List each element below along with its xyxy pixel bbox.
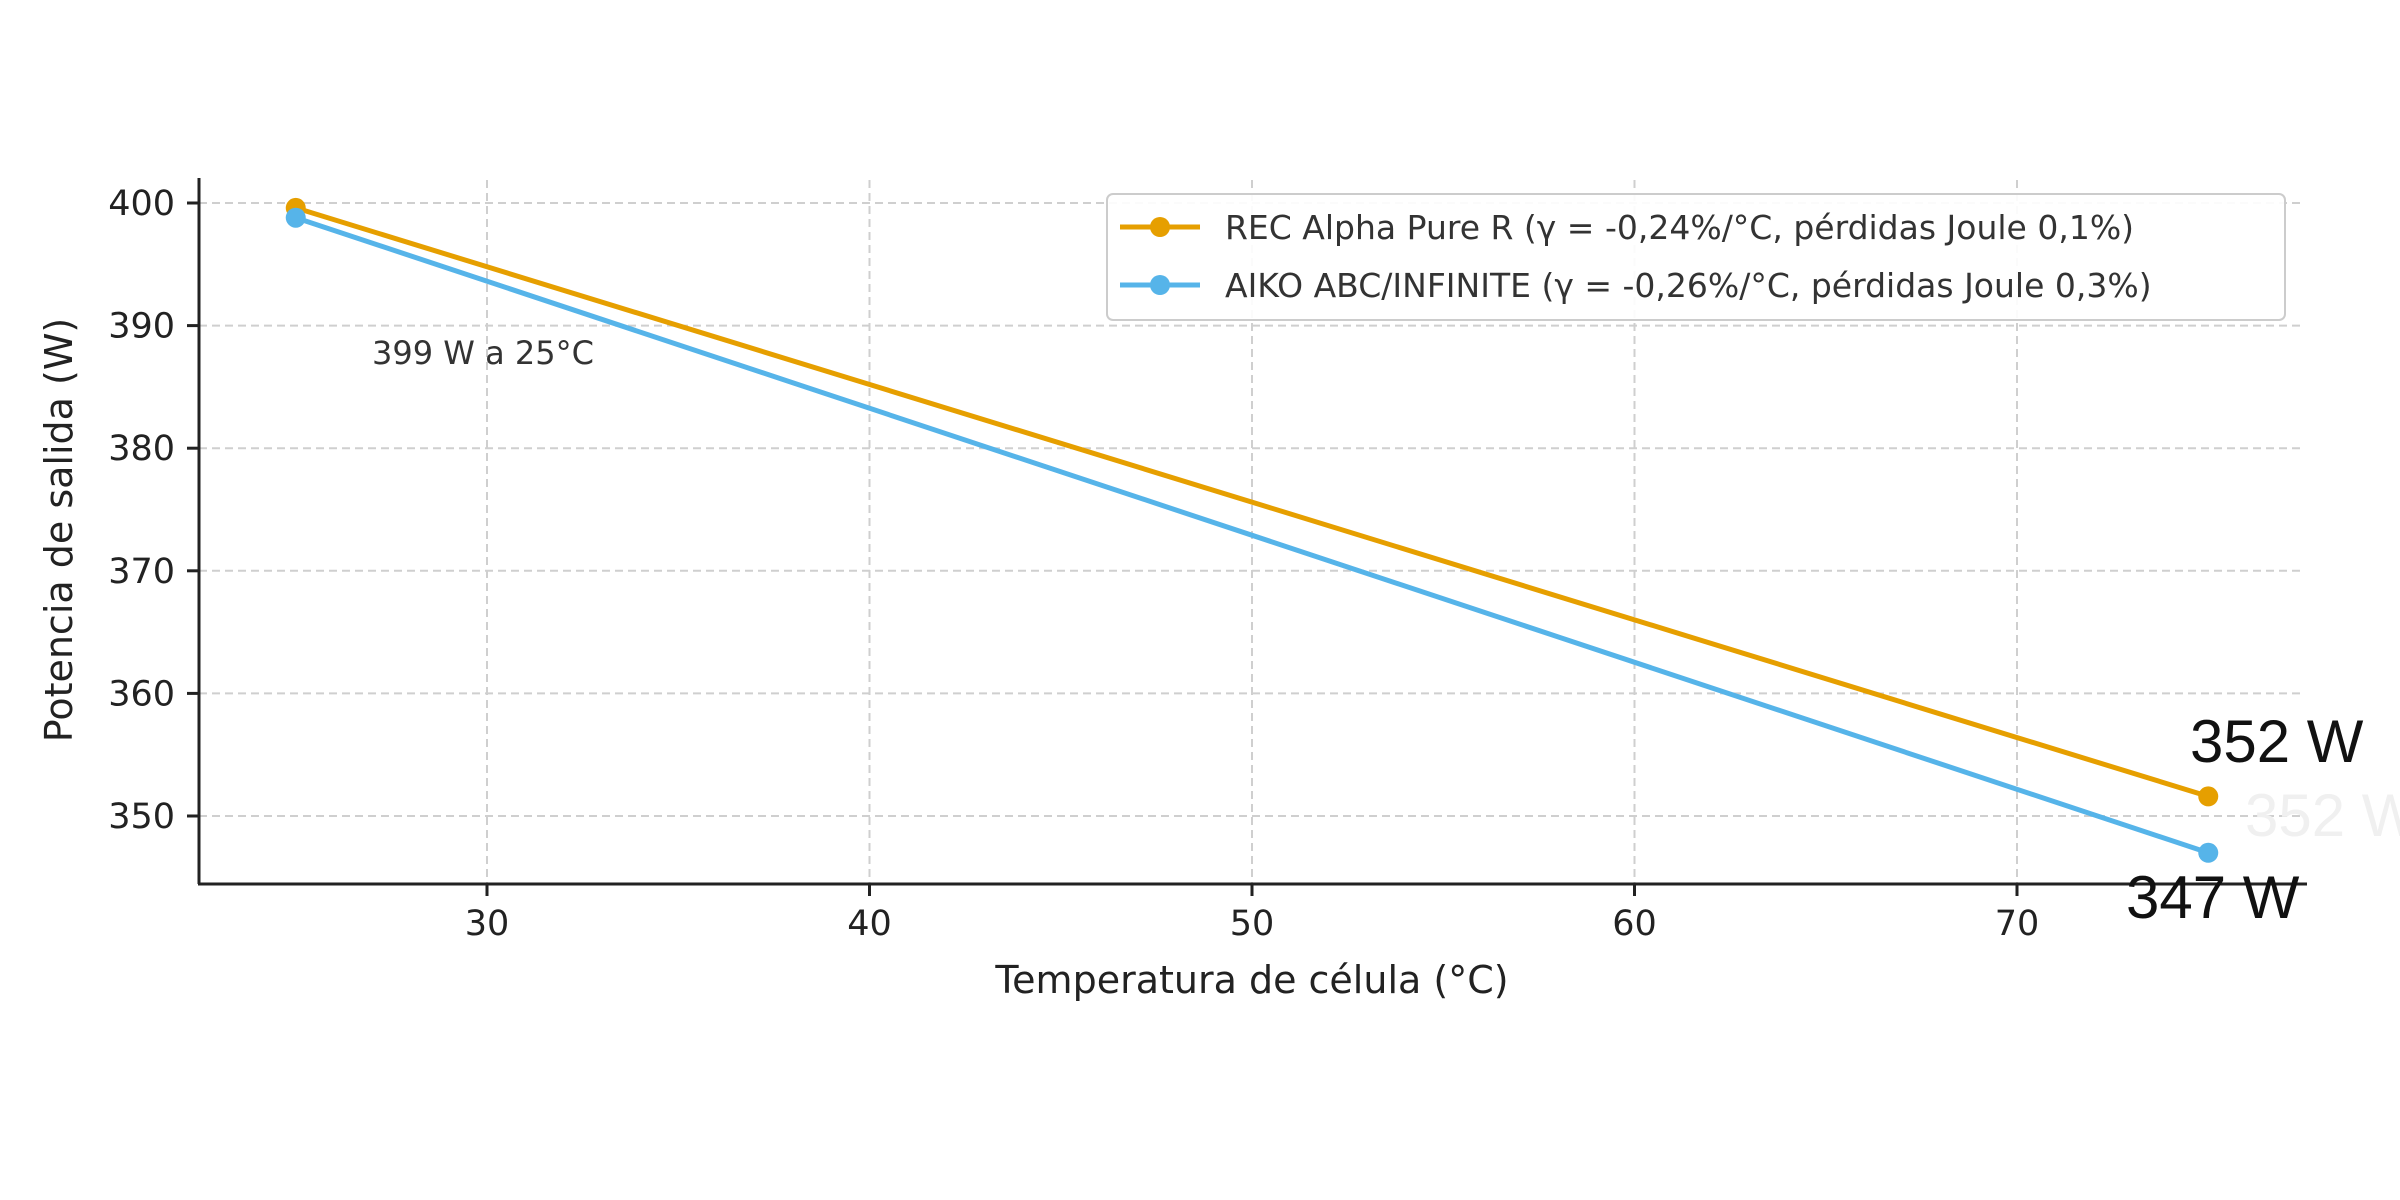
y-axis-label: Potencia de salida (W) [37,318,81,742]
x-tick-label: 60 [1612,904,1657,944]
y-tick-label: 350 [108,797,175,837]
y-tick-label: 370 [108,552,175,592]
series-line-1 [294,215,2210,856]
x-tick-label: 70 [1995,904,2040,944]
annotation-352w-faint: 352 W [2245,782,2400,849]
data-point-series-0 [2198,786,2219,807]
legend-marker-rec [1150,217,1170,237]
x-tick-label: 30 [465,904,510,944]
x-axis-label: Temperatura de célula (°C) [994,958,1508,1002]
ticks: 30 40 50 60 70 350 360 370 380 390 400 [108,184,2039,944]
annotation-352w: 352 W [2190,708,2364,775]
data-point-series-1 [2198,842,2219,863]
y-tick-label: 380 [108,429,175,469]
legend-marker-aiko [1150,275,1170,295]
legend-label-rec: REC Alpha Pure R (γ = -0,24%/°C, pérdida… [1225,208,2134,247]
data-point-series-1 [285,207,306,228]
series-layer [285,197,2219,863]
y-tick-label: 360 [108,674,175,714]
x-tick-label: 50 [1230,904,1275,944]
legend-box [1106,193,2286,321]
annotation-347w: 347 W [2126,864,2300,931]
y-tick-label: 390 [108,307,175,347]
legend-label-aiko: AIKO ABC/INFINITE (γ = -0,26%/°C, pérdid… [1225,266,2152,305]
grid [199,180,2305,884]
series-line-0 [295,205,2209,799]
y-tick-label: 400 [108,184,175,224]
annotation-399w: 399 W a 25°C [372,334,594,372]
x-tick-label: 40 [847,904,892,944]
legend: REC Alpha Pure R (γ = -0,24%/°C, pérdida… [1106,193,2286,321]
